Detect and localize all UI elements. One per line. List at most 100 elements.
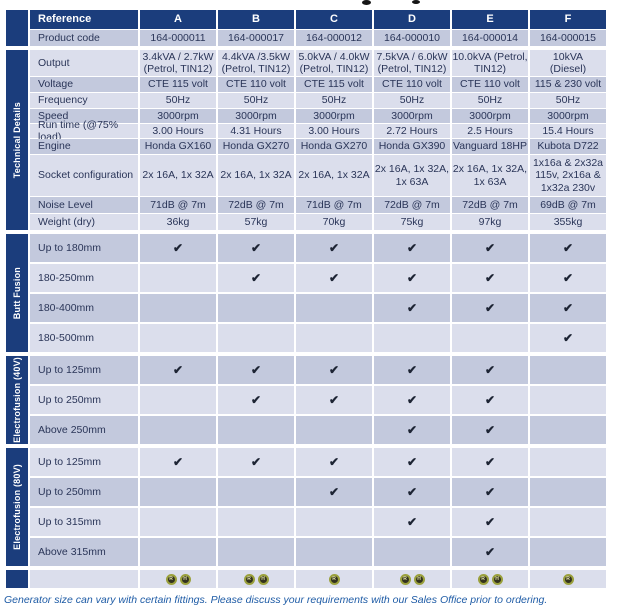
table-row: Above 315mm ✔	[30, 538, 606, 566]
column-header-E: E	[452, 10, 528, 29]
badge-group: R	[562, 573, 574, 585]
spec-value-cell: 3000rpm	[530, 109, 606, 123]
spec-value-cell: Honda GX270	[296, 139, 372, 154]
clipped-title-fragment	[362, 0, 371, 5]
capability-cell-empty	[140, 478, 216, 506]
column-header-A: A	[140, 10, 216, 29]
spec-value-cell: 2x 16A, 1x 32A, 1x 63A	[374, 155, 450, 196]
capability-cell-empty	[530, 478, 606, 506]
check-icon: ✔	[484, 484, 496, 499]
capability-cell-empty	[140, 508, 216, 536]
spec-value-cell: 2.72 Hours	[374, 124, 450, 138]
spec-value-cell: 2x 16A, 1x 32A	[218, 155, 294, 196]
capability-cell-checked: ✔	[452, 234, 528, 262]
capability-cell-checked: ✔	[452, 386, 528, 414]
availability-badge-icon: H	[179, 573, 191, 585]
check-icon: ✔	[406, 362, 418, 377]
spec-value-cell: CTE 110 volt	[218, 77, 294, 92]
spec-value-cell: 75kg	[374, 214, 450, 230]
row-label: Frequency	[30, 93, 138, 108]
capability-cell-empty	[140, 294, 216, 322]
check-icon: ✔	[562, 330, 574, 345]
spec-value-cell: 2x 16A, 1x 32A	[140, 155, 216, 196]
spec-value-cell: CTE 115 volt	[296, 77, 372, 92]
spec-value-cell: 72dB @ 7m	[374, 197, 450, 213]
spec-value-cell: 72dB @ 7m	[218, 197, 294, 213]
row-label: Noise Level	[30, 197, 138, 213]
section-sidebar-label: Electrofusion (40V)	[12, 357, 22, 443]
table-row: Up to 250mm ✔ ✔ ✔ ✔	[30, 386, 606, 414]
check-icon: ✔	[406, 422, 418, 437]
table-row: Up to 125mm ✔ ✔ ✔ ✔ ✔	[30, 448, 606, 476]
capability-cell-checked: ✔	[452, 294, 528, 322]
capability-cell-empty	[140, 386, 216, 414]
capability-cell-empty	[530, 508, 606, 536]
capability-cell-checked: ✔	[218, 386, 294, 414]
capability-cell-empty	[140, 264, 216, 292]
spec-value-cell: 3000rpm	[452, 109, 528, 123]
badges-cell: R	[530, 570, 606, 588]
row-label: 180-400mm	[30, 294, 138, 322]
spec-value-cell: 97kg	[452, 214, 528, 230]
spec-value-cell: 3000rpm	[140, 109, 216, 123]
capability-cell-empty	[374, 324, 450, 352]
capability-cell-checked: ✔	[452, 448, 528, 476]
table-row: Up to 125mm ✔ ✔ ✔ ✔ ✔	[30, 356, 606, 384]
table-section: Butt Fusion Up to 180mm ✔ ✔ ✔ ✔ ✔ ✔ 180-250mm ✔ ✔ ✔…	[6, 234, 606, 352]
capability-cell-empty	[374, 538, 450, 566]
capability-cell-checked: ✔	[374, 448, 450, 476]
capability-cell-checked: ✔	[452, 478, 528, 506]
badges-row-label	[30, 570, 138, 588]
check-icon: ✔	[250, 454, 262, 469]
table-section: Electrofusion (40V) Up to 125mm ✔ ✔ ✔ ✔ ✔ Up to…	[6, 356, 606, 444]
check-icon: ✔	[250, 392, 262, 407]
spec-value-cell: Honda GX160	[140, 139, 216, 154]
spec-value-cell: 4.4kVA /3.5kW (Petrol, TIN12)	[218, 50, 294, 76]
capability-cell-checked: ✔	[530, 234, 606, 262]
row-label: Up to 125mm	[30, 356, 138, 384]
check-icon: ✔	[484, 544, 496, 559]
section-sidebar-electrofusion-40v: Electrofusion (40V)	[6, 356, 28, 444]
spec-value-cell: 50Hz	[296, 93, 372, 108]
row-label: Voltage	[30, 77, 138, 92]
table-row: Voltage CTE 115 volt CTE 110 volt CTE 115 v…	[30, 77, 606, 92]
badges-sidebar-block	[6, 570, 28, 588]
badges-cell: R	[296, 570, 372, 588]
table-row: Frequency 50Hz 50Hz 50Hz 50Hz 50Hz 50Hz	[30, 93, 606, 108]
spec-value-cell: 3000rpm	[374, 109, 450, 123]
row-label: Up to 250mm	[30, 478, 138, 506]
capability-cell-empty	[530, 448, 606, 476]
capability-cell-checked: ✔	[530, 324, 606, 352]
capability-cell-empty	[530, 386, 606, 414]
capability-cell-empty	[218, 416, 294, 444]
spec-value-cell: 50Hz	[140, 93, 216, 108]
spec-value-cell: CTE 115 volt	[140, 77, 216, 92]
check-icon: ✔	[484, 392, 496, 407]
row-label: Weight (dry)	[30, 214, 138, 230]
capability-cell-empty	[296, 294, 372, 322]
availability-badge-icon: H	[413, 573, 425, 585]
spec-value-cell: 3000rpm	[296, 109, 372, 123]
capability-cell-checked: ✔	[296, 478, 372, 506]
check-icon: ✔	[484, 240, 496, 255]
availability-badge-icon: R	[477, 573, 489, 585]
product-code-value: 164-000014	[452, 30, 528, 46]
capability-cell-empty	[218, 294, 294, 322]
capability-cell-checked: ✔	[452, 416, 528, 444]
check-icon: ✔	[484, 300, 496, 315]
capability-cell-checked: ✔	[452, 508, 528, 536]
spec-value-cell: 50Hz	[530, 93, 606, 108]
badge-group: R	[328, 573, 340, 585]
availability-badge-icon: R	[243, 573, 255, 585]
capability-cell-checked: ✔	[296, 356, 372, 384]
check-icon: ✔	[250, 270, 262, 285]
check-icon: ✔	[328, 392, 340, 407]
column-header-D: D	[374, 10, 450, 29]
check-icon: ✔	[328, 362, 340, 377]
row-label: Run time (@75% load)	[30, 119, 138, 143]
spec-value-cell: 50Hz	[218, 93, 294, 108]
